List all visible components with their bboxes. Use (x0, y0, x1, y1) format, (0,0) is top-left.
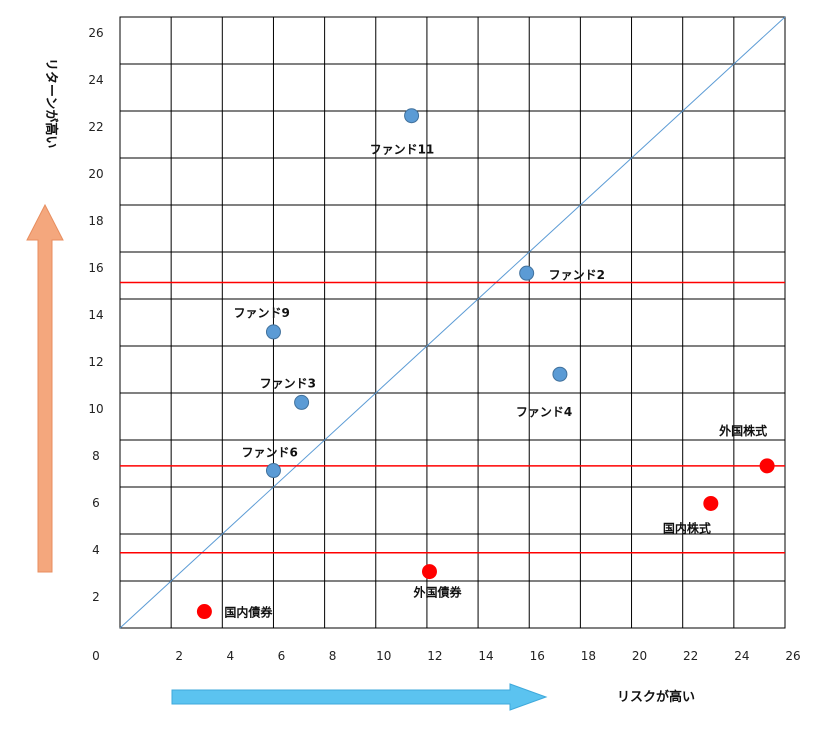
x-tick-label: 10 (376, 649, 391, 663)
diagonal-line (119, 16, 786, 629)
y-tick-label: 4 (92, 543, 100, 557)
data-label: ファンド3 (260, 376, 316, 390)
data-label: 外国債券 (413, 585, 462, 600)
data-label: ファンド11 (370, 143, 435, 157)
data-point (703, 495, 719, 511)
x-tick-label: 22 (683, 649, 698, 663)
x-tick-label: 18 (581, 649, 596, 663)
data-label: ファンド9 (233, 306, 289, 320)
y-tick-label: 8 (92, 449, 100, 463)
data-point (265, 463, 281, 479)
data-label: 外国株式 (719, 423, 767, 438)
data-point (421, 564, 437, 580)
y-tick-label: 6 (92, 496, 100, 510)
x-axis-title: リスクが高い (617, 689, 695, 705)
data-label: ファンド6 (241, 446, 297, 460)
y-tick-label: 2 (92, 590, 100, 604)
tick-labels: 0 2 4 6 8 10 12 14 16 18 20 22 24 2624681012141618202… (88, 26, 800, 663)
x-tick-label: 12 (427, 649, 442, 663)
x-tick-label: 8 (329, 649, 337, 663)
x-tick-label: 16 (530, 649, 545, 663)
x-tick-label: 26 (785, 649, 800, 663)
x-tick-label: 14 (478, 649, 493, 663)
data-point (265, 324, 281, 340)
data-points: ファンド11 ファンド2 ファンド9 ファンド3 ファンド4 ファンド6 外国株式国内株式外… (196, 108, 775, 620)
x-tick-label: 20 (632, 649, 647, 663)
data-point (759, 458, 775, 474)
data-point (404, 108, 420, 124)
y-tick-label: 14 (88, 308, 103, 322)
x-tick-label: 0 (92, 649, 100, 663)
y-tick-label: 20 (88, 167, 103, 181)
x-tick-label: 2 (175, 649, 183, 663)
data-label: 国内株式 (663, 520, 711, 535)
return-arrow (26, 203, 64, 573)
y-tick-label: 22 (88, 120, 103, 134)
data-label: 国内債券 (224, 605, 273, 620)
y-tick-label: 16 (88, 261, 103, 275)
y-tick-label: 26 (88, 26, 103, 40)
data-point (552, 366, 568, 382)
data-point (196, 604, 212, 620)
x-tick-label: 4 (226, 649, 234, 663)
grid (119, 16, 786, 629)
data-label: ファンド4 (516, 405, 572, 419)
data-point (519, 265, 535, 281)
y-tick-label: 24 (88, 73, 103, 87)
risk-arrow (171, 683, 548, 711)
reference-lines (119, 16, 786, 629)
y-tick-label: 10 (88, 402, 103, 416)
y-axis-title: リターンが高い (43, 58, 59, 148)
data-label: ファンド2 (549, 268, 605, 282)
x-tick-label: 6 (278, 649, 286, 663)
data-point (294, 394, 310, 410)
y-tick-label: 12 (88, 355, 103, 369)
x-tick-label: 24 (734, 649, 749, 663)
y-tick-label: 18 (88, 214, 103, 228)
